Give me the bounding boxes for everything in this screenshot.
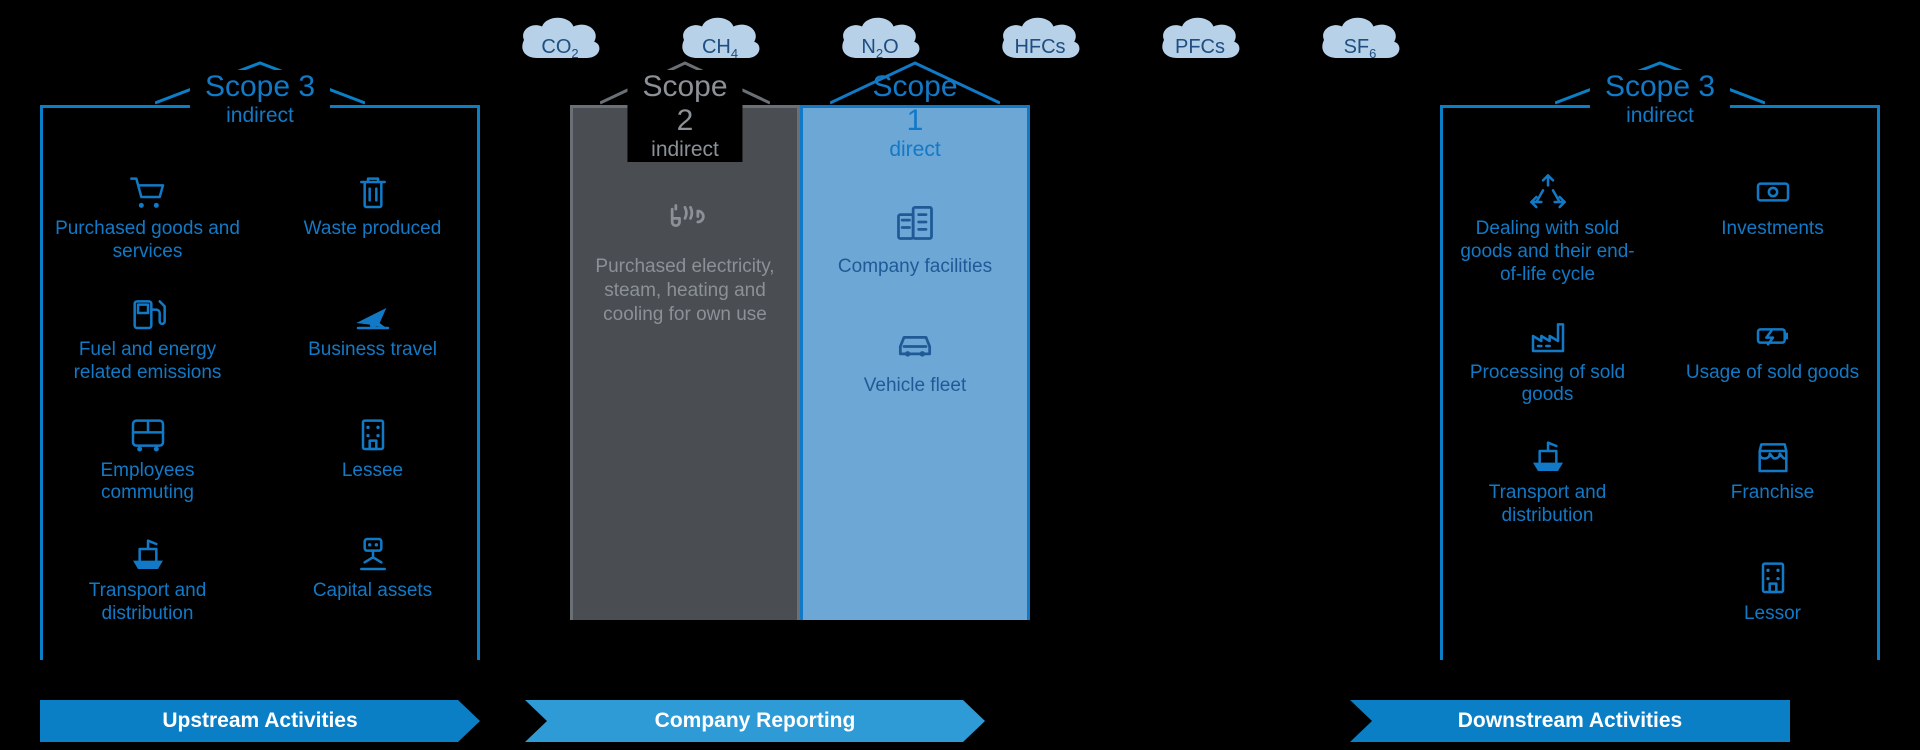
plane-icon (353, 291, 393, 335)
scope2-subtitle: indirect (642, 138, 727, 162)
scope1-items: Company facilities Vehicle fleet (800, 80, 1030, 660)
scope-item: Purchased electricity, steam, heating an… (585, 200, 785, 326)
arrow-downstream-label: Downstream Activities (1458, 709, 1682, 733)
item-label: Lessee (342, 460, 403, 483)
scope-item: Transport and distribution (1440, 434, 1655, 537)
building-icon (353, 412, 393, 456)
arrow-company-label: Company Reporting (655, 709, 856, 733)
gas-cloud: HFCs (995, 10, 1085, 70)
car-icon (864, 319, 966, 368)
battery-icon (1753, 314, 1793, 358)
scope-item: Lessor (1665, 555, 1880, 635)
scope1-subtitle: direct (872, 138, 957, 162)
scope-item: Vehicle fleet (864, 319, 966, 398)
item-label: Business travel (308, 339, 437, 362)
arrow-band: Upstream Activities Company Reporting Do… (40, 700, 1880, 742)
scope3-downstream-box: Scope 3 indirect Dealing with sold goods… (1440, 80, 1880, 700)
bus-icon (128, 412, 168, 456)
item-label: Processing of sold goods (1453, 362, 1643, 408)
gas-label: CO2 (515, 36, 605, 61)
scope-item: Company facilities (838, 200, 992, 279)
scopes-row: Scope 3 indirect Purchased goods and ser… (0, 80, 1920, 700)
energy-icon (585, 200, 785, 249)
scope-item: Usage of sold goods (1665, 314, 1880, 417)
gas-label: HFCs (995, 36, 1085, 59)
item-label: Capital assets (313, 580, 432, 603)
arrow-upstream: Upstream Activities (40, 700, 480, 742)
scope-item: Investments (1665, 170, 1880, 296)
scope3-right-title: Scope 3 (1605, 70, 1715, 104)
arrow-downstream: Downstream Activities (1350, 700, 1790, 742)
buildings-icon (838, 200, 992, 249)
scope-item: Franchise (1665, 434, 1880, 537)
scope1-title: Scope 1 (872, 70, 957, 138)
scope1-box: Scope 1 direct Company facilitiesVehicle… (800, 80, 1030, 660)
company-reporting-box: Scope 2 indirect Purchased electricity, … (570, 80, 1030, 700)
scope2-header: Scope 2 indirect (627, 70, 742, 162)
item-label: Waste produced (304, 218, 442, 241)
scope2-title: Scope 2 (642, 70, 727, 138)
scope1-header: Scope 1 direct (857, 70, 972, 162)
gas-label: SF6 (1315, 36, 1405, 61)
scope3-left-title: Scope 3 (205, 70, 315, 104)
item-label: Vehicle fleet (864, 374, 966, 398)
scope-item: Employees commuting (40, 412, 255, 515)
scope-item: Business travel (265, 291, 480, 394)
money-icon (1753, 170, 1793, 214)
scope-item (1440, 555, 1655, 635)
gas-label: PFCs (1155, 36, 1245, 59)
scope3-upstream-box: Scope 3 indirect Purchased goods and ser… (40, 80, 480, 700)
scope3-right-items: Dealing with sold goods and their end-of… (1440, 80, 1880, 635)
item-label: Company facilities (838, 255, 992, 279)
arrow-upstream-label: Upstream Activities (162, 709, 357, 733)
gas-cloud: CO2 (515, 10, 605, 70)
item-label: Franchise (1731, 482, 1814, 505)
scope3-left-subtitle: indirect (205, 104, 315, 128)
scope3-left-items: Purchased goods and services Waste produc… (40, 80, 480, 635)
cart-icon (128, 170, 168, 214)
building-icon (1753, 555, 1793, 599)
scope2-box: Scope 2 indirect Purchased electricity, … (570, 80, 800, 660)
arrow-company: Company Reporting (525, 700, 985, 742)
item-label: Employees commuting (53, 460, 243, 506)
scope-item: Purchased goods and services (40, 170, 255, 273)
item-label: Purchased electricity, steam, heating an… (585, 255, 785, 326)
gas-cloud: SF6 (1315, 10, 1405, 70)
scope2-items: Purchased electricity, steam, heating an… (570, 80, 800, 660)
item-label: Transport and distribution (53, 580, 243, 626)
scope-item: Capital assets (265, 532, 480, 635)
item-label: Investments (1721, 218, 1823, 241)
scope-item: Lessee (265, 412, 480, 515)
scope3-left-header: Scope 3 indirect (190, 70, 330, 128)
scope3-right-header: Scope 3 indirect (1590, 70, 1730, 128)
item-label: Fuel and energy related emissions (53, 339, 243, 385)
scope-item: Waste produced (265, 170, 480, 273)
scope-item: Processing of sold goods (1440, 314, 1655, 417)
item-label: Transport and distribution (1453, 482, 1643, 528)
shop-icon (1753, 434, 1793, 478)
scope-item: Dealing with sold goods and their end-of… (1440, 170, 1655, 296)
item-label: Lessor (1744, 603, 1801, 626)
recycle-icon (1528, 170, 1568, 214)
item-label: Usage of sold goods (1686, 362, 1859, 385)
item-label: Dealing with sold goods and their end-of… (1453, 218, 1643, 286)
factory-icon (1528, 314, 1568, 358)
ship-icon (128, 532, 168, 576)
item-label: Purchased goods and services (53, 218, 243, 264)
pump-icon (128, 291, 168, 335)
trash-icon (353, 170, 393, 214)
gas-cloud: PFCs (1155, 10, 1245, 70)
robot-icon (353, 532, 393, 576)
scope3-right-subtitle: indirect (1605, 104, 1715, 128)
ship-icon (1528, 434, 1568, 478)
scope-item: Transport and distribution (40, 532, 255, 635)
scope-item: Fuel and energy related emissions (40, 291, 255, 394)
